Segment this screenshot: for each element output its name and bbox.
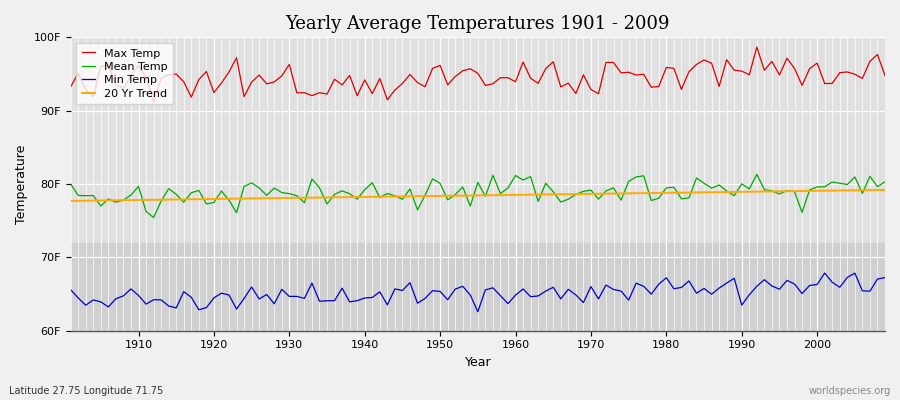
Max Temp <box>148 100 159 104</box>
Max Temp <box>510 79 521 84</box>
20 Yr Trend <box>600 191 611 196</box>
20 Yr Trend <box>292 196 302 200</box>
Title: Yearly Average Temperatures 1901 - 2009: Yearly Average Temperatures 1901 - 2009 <box>285 15 670 33</box>
Min Temp <box>66 287 77 292</box>
Max Temp <box>126 73 137 78</box>
Min Temp <box>337 286 347 290</box>
Max Temp <box>879 73 890 78</box>
Min Temp <box>126 286 137 291</box>
Mean Temp <box>879 180 890 184</box>
Mean Temp <box>510 173 521 178</box>
Min Temp <box>472 309 483 314</box>
Line: Min Temp: Min Temp <box>71 273 885 312</box>
Mean Temp <box>752 172 762 177</box>
Mean Temp <box>344 191 355 196</box>
Min Temp <box>879 275 890 280</box>
20 Yr Trend <box>126 198 137 202</box>
Mean Temp <box>299 200 310 205</box>
Mean Temp <box>518 178 528 182</box>
Max Temp <box>299 90 310 95</box>
20 Yr Trend <box>879 188 890 192</box>
Max Temp <box>608 60 619 65</box>
X-axis label: Year: Year <box>464 356 491 369</box>
Min Temp <box>819 271 830 276</box>
20 Yr Trend <box>510 192 521 197</box>
Min Temp <box>510 293 521 298</box>
Min Temp <box>292 294 302 299</box>
20 Yr Trend <box>66 198 77 203</box>
Mean Temp <box>66 182 77 186</box>
Min Temp <box>518 286 528 291</box>
Max Temp <box>66 84 77 89</box>
Line: Mean Temp: Mean Temp <box>71 174 885 218</box>
Max Temp <box>518 60 528 64</box>
Mean Temp <box>608 186 619 190</box>
20 Yr Trend <box>337 195 347 200</box>
Min Temp <box>608 287 619 292</box>
Bar <box>71 243 885 331</box>
Line: 20 Yr Trend: 20 Yr Trend <box>71 190 885 201</box>
20 Yr Trend <box>502 192 513 197</box>
Legend: Max Temp, Mean Temp, Min Temp, 20 Yr Trend: Max Temp, Mean Temp, Min Temp, 20 Yr Tre… <box>76 43 173 104</box>
Text: Latitude 27.75 Longitude 71.75: Latitude 27.75 Longitude 71.75 <box>9 386 163 396</box>
Max Temp <box>344 73 355 78</box>
Mean Temp <box>148 215 159 220</box>
Mean Temp <box>126 192 137 197</box>
Text: worldspecies.org: worldspecies.org <box>809 386 891 396</box>
Line: Max Temp: Max Temp <box>71 47 885 102</box>
Max Temp <box>752 45 762 50</box>
Y-axis label: Temperature: Temperature <box>15 144 28 224</box>
